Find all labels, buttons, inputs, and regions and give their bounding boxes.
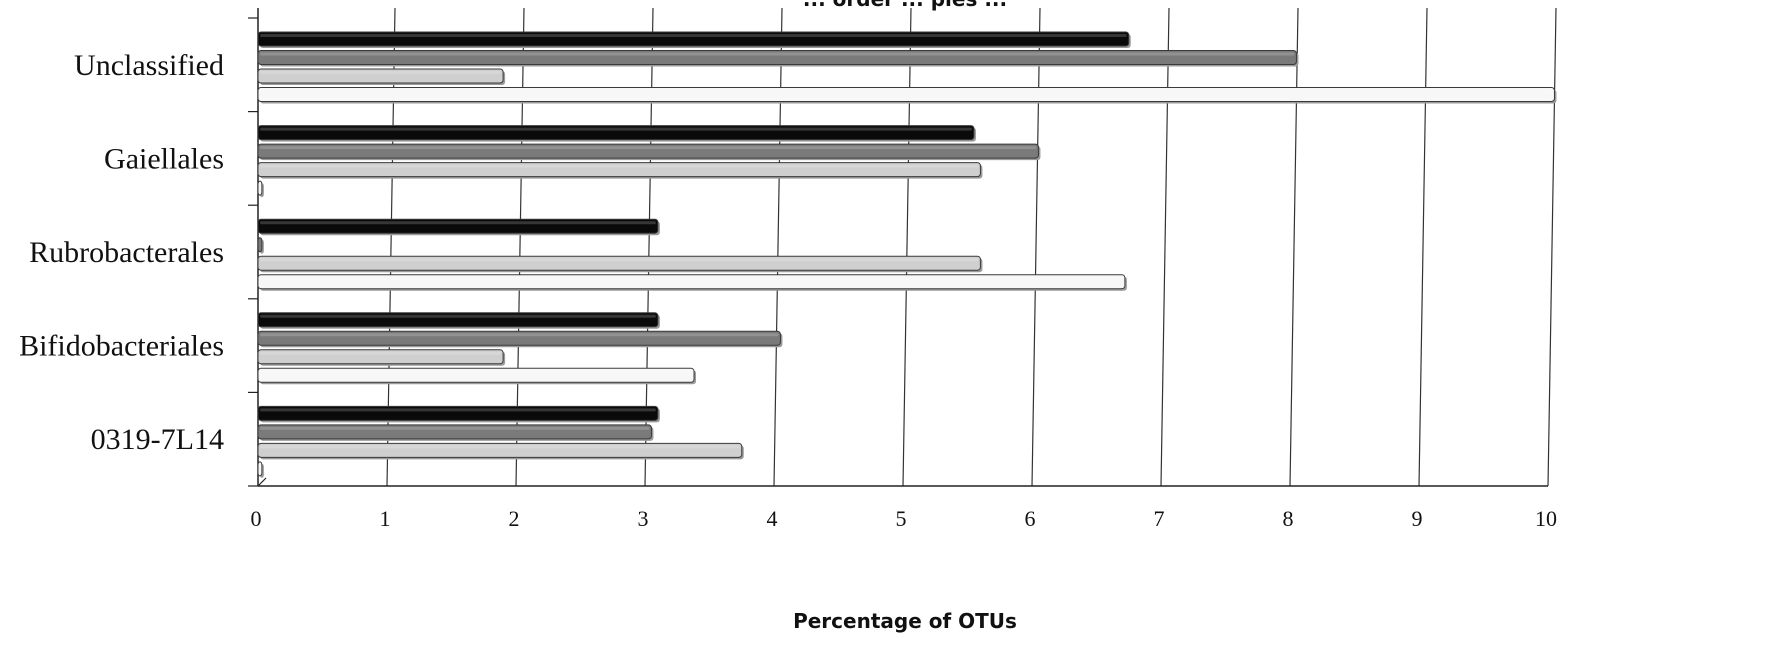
gridline	[902, 7, 912, 487]
bar	[257, 367, 695, 383]
bar	[257, 143, 1039, 159]
bar-highlight	[260, 258, 979, 262]
bar	[257, 461, 263, 477]
bar	[257, 405, 659, 421]
bar	[257, 349, 504, 365]
gridline	[1547, 7, 1557, 487]
category-label: Rubrobacterales	[29, 236, 224, 269]
bar	[257, 68, 504, 84]
category-labels: Unclassified Gaiellales Rubrobacterales Bif…	[19, 49, 224, 456]
x-tick-label: 2	[509, 506, 520, 531]
bar	[257, 218, 659, 234]
category-label: Bifidobacteriales	[19, 330, 224, 363]
bar-highlight	[260, 52, 1295, 56]
bar	[257, 162, 981, 178]
bar	[257, 330, 781, 346]
bar-highlight	[260, 445, 740, 449]
gridline	[1031, 7, 1041, 487]
axis-corner	[257, 477, 267, 487]
bar	[257, 255, 981, 271]
bar	[257, 50, 1297, 65]
bar	[257, 237, 263, 253]
x-tick-label: 5	[896, 506, 907, 531]
bar-highlight	[260, 127, 972, 131]
bar	[257, 274, 1126, 290]
x-axis-title: Percentage of OTUs	[793, 609, 1017, 633]
x-tick-label: 0	[251, 506, 262, 531]
bars	[257, 31, 1557, 478]
gridline	[1160, 7, 1170, 487]
x-tick-label: 1	[380, 506, 391, 531]
bar-highlight	[260, 426, 650, 430]
x-tick-label: 10	[1535, 506, 1557, 531]
bar	[257, 312, 659, 328]
bar-highlight	[260, 146, 1037, 150]
category-label: Unclassified	[74, 49, 224, 82]
bar	[257, 180, 263, 196]
gridline	[1418, 7, 1428, 487]
bar-highlight	[260, 34, 1127, 37]
bar-highlight	[260, 89, 1553, 93]
x-tick-label: 4	[767, 506, 778, 531]
bar-highlight	[260, 164, 979, 168]
chart-title: ... order ... ples ...	[803, 0, 1007, 11]
gridline	[773, 7, 783, 487]
bar-highlight	[260, 221, 656, 225]
x-tick-label: 3	[638, 506, 649, 531]
x-tick-label: 7	[1154, 506, 1165, 531]
x-tick-label: 8	[1283, 506, 1294, 531]
x-tick-labels: 0 1 2 3 4 5 6 7 8 9 10	[251, 506, 1558, 531]
bar-highlight	[260, 408, 656, 412]
x-tick-label: 6	[1025, 506, 1036, 531]
category-label: Gaiellales	[104, 142, 224, 175]
bar	[257, 87, 1555, 102]
bar-highlight	[260, 370, 693, 374]
bar-highlight	[260, 71, 502, 74]
bar	[257, 125, 975, 141]
bar	[257, 442, 743, 458]
x-tick-label: 9	[1412, 506, 1423, 531]
bar-highlight	[260, 351, 502, 355]
category-label: 0319-7L14	[91, 423, 224, 456]
bar	[257, 31, 1130, 47]
bar-highlight	[260, 276, 1123, 280]
bar-highlight	[260, 314, 656, 318]
bar-highlight	[260, 333, 779, 337]
bar	[257, 424, 652, 440]
gridline	[1289, 7, 1299, 487]
